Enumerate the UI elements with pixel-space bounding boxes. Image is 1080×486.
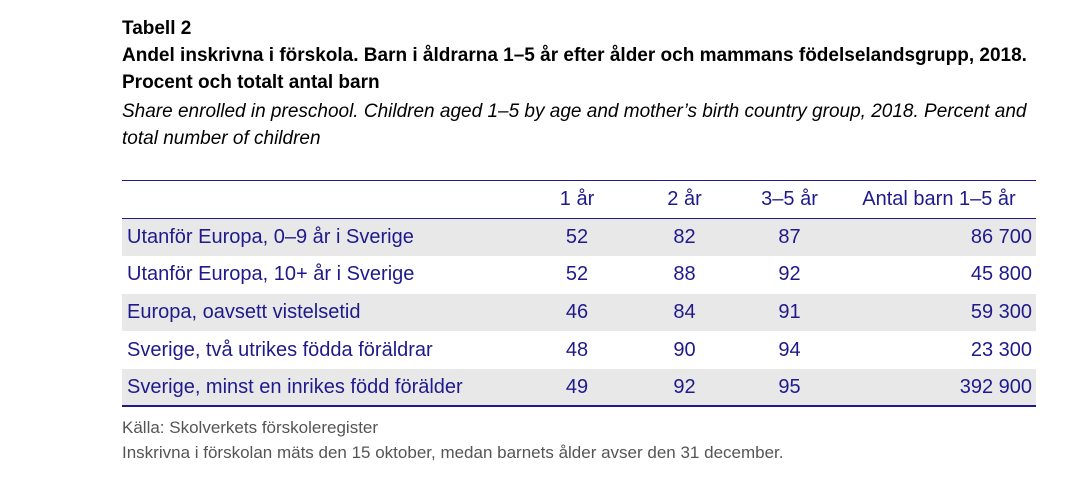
row-label: Sverige, två utrikes födda föräldrar bbox=[127, 338, 433, 361]
table-row: Utanför Europa, 10+ år i Sverige 52 88 9… bbox=[122, 256, 1036, 294]
cell-age-1: 49 bbox=[565, 375, 589, 398]
cell-age-3-5: 92 bbox=[778, 263, 801, 286]
cell-age-1: 52 bbox=[565, 226, 589, 249]
cell-age-1: 46 bbox=[565, 300, 589, 323]
table-row: Europa, oavsett vistelsetid 46 84 91 59 … bbox=[122, 293, 1036, 332]
cell-age-2: 82 bbox=[673, 226, 696, 249]
footnote: Inskrivna i förskolan mäts den 15 oktobe… bbox=[122, 443, 784, 462]
cell-age-1: 52 bbox=[565, 263, 589, 286]
cell-age-2: 90 bbox=[673, 338, 696, 361]
table-row: Sverige, två utrikes födda föräldrar 48 … bbox=[122, 331, 1036, 369]
header-label bbox=[122, 181, 522, 219]
table-header-row: 1 år 2 år 3–5 år Antal barn 1–5 år bbox=[122, 180, 1036, 219]
title-swedish: Andel inskrivna i förskola. Barn i åldra… bbox=[122, 45, 1027, 93]
header-age-2: 2 år bbox=[667, 188, 702, 210]
cell-total: 45 800 bbox=[970, 263, 1032, 286]
cell-age-1: 48 bbox=[565, 338, 589, 361]
row-label: Sverige, minst en inrikes född förälder bbox=[127, 375, 463, 398]
cell-total: 23 300 bbox=[970, 338, 1032, 361]
header-age-3-5: 3–5 år bbox=[761, 188, 818, 210]
table-row: Sverige, minst en inrikes född förälder … bbox=[122, 368, 1036, 407]
row-label: Europa, oavsett vistelsetid bbox=[127, 300, 361, 323]
cell-age-2: 92 bbox=[673, 375, 696, 398]
cell-age-3-5: 87 bbox=[778, 226, 801, 249]
source-note: Källa: Skolverkets förskoleregister bbox=[122, 418, 379, 437]
data-table: 1 år 2 år 3–5 år Antal barn 1–5 år Utanf… bbox=[122, 180, 1036, 407]
row-label: Utanför Europa, 10+ år i Sverige bbox=[127, 263, 415, 286]
header-age-1: 1 år bbox=[559, 188, 595, 210]
cell-total: 59 300 bbox=[970, 300, 1032, 323]
cell-age-3-5: 95 bbox=[778, 375, 801, 398]
cell-age-3-5: 94 bbox=[778, 338, 801, 361]
row-label: Utanför Europa, 0–9 år i Sverige bbox=[127, 226, 414, 249]
title-english: Share enrolled in preschool. Children ag… bbox=[122, 101, 1027, 149]
cell-age-3-5: 91 bbox=[778, 300, 801, 323]
cell-total: 86 700 bbox=[970, 226, 1032, 249]
table-label: Tabell 2 bbox=[122, 18, 192, 39]
cell-total: 392 900 bbox=[959, 375, 1032, 398]
table-row: Utanför Europa, 0–9 år i Sverige 52 82 8… bbox=[122, 218, 1036, 257]
document: Tabell 2 Andel inskrivna i förskola. Bar… bbox=[122, 16, 1037, 462]
header-total: Antal barn 1–5 år bbox=[862, 188, 1016, 210]
cell-age-2: 88 bbox=[673, 263, 696, 286]
cell-age-2: 84 bbox=[673, 300, 696, 323]
table-notes: Källa: Skolverkets förskoleregister Insk… bbox=[122, 415, 784, 465]
